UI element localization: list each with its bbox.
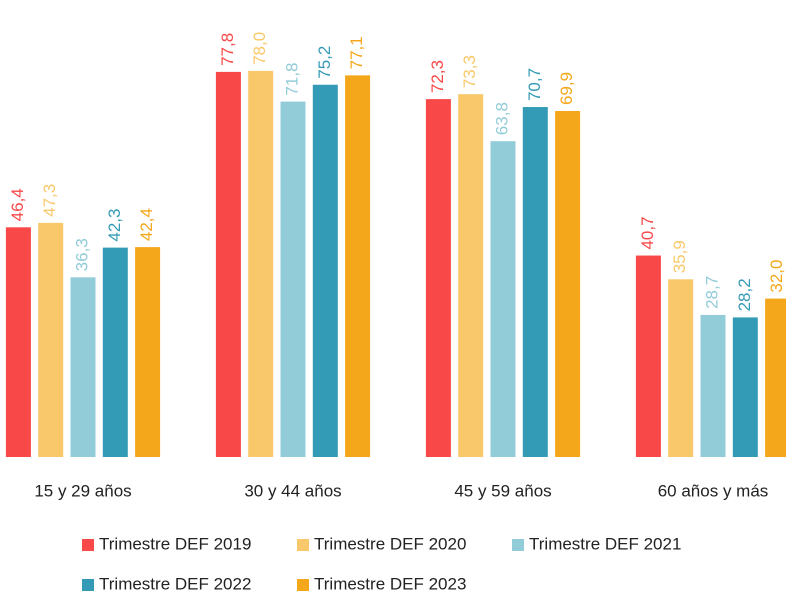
data-label: 69,9 — [557, 72, 576, 105]
legend-label: Trimestre DEF 2020 — [314, 534, 466, 553]
bar — [732, 317, 758, 457]
legend-label: Trimestre DEF 2023 — [314, 574, 466, 593]
x-tick-label: 60 años y más — [658, 481, 769, 500]
data-label: 77,1 — [347, 36, 366, 69]
legend-label: Trimestre DEF 2022 — [99, 574, 251, 593]
data-label: 36,3 — [72, 238, 91, 271]
bar — [635, 255, 661, 457]
data-label: 46,4 — [8, 188, 27, 221]
x-tick-label: 45 y 59 años — [454, 481, 551, 500]
data-label: 28,2 — [735, 278, 754, 311]
data-label: 70,7 — [525, 68, 544, 101]
data-label: 73,3 — [460, 55, 479, 88]
bar — [700, 314, 726, 457]
bar — [135, 247, 161, 457]
data-label: 32,0 — [767, 260, 786, 293]
bar — [668, 279, 694, 457]
bar — [765, 298, 786, 457]
legend-label: Trimestre DEF 2021 — [529, 534, 681, 553]
data-label: 35,9 — [670, 240, 689, 273]
bar — [458, 94, 484, 457]
bar — [522, 107, 548, 457]
bar — [555, 110, 581, 458]
data-label: 75,2 — [315, 46, 334, 79]
legend-swatch — [82, 579, 94, 591]
legend-swatch — [297, 539, 309, 551]
bar — [5, 227, 31, 457]
legend-swatch — [297, 579, 309, 591]
bar — [215, 71, 241, 457]
data-label: 71,8 — [282, 62, 301, 95]
bar — [425, 99, 451, 458]
legend-label: Trimestre DEF 2019 — [99, 534, 251, 553]
bar — [248, 70, 274, 458]
data-label: 77,8 — [218, 33, 237, 66]
bar — [70, 277, 96, 457]
bar — [38, 222, 64, 457]
data-label: 42,4 — [137, 208, 156, 241]
data-label: 72,3 — [428, 60, 447, 93]
bar — [280, 101, 306, 457]
data-label: 78,0 — [250, 32, 269, 65]
legend-swatch — [82, 539, 94, 551]
x-tick-label: 30 y 44 años — [244, 481, 341, 500]
bar — [345, 75, 371, 457]
x-tick-label: 15 y 29 años — [34, 481, 131, 500]
data-label: 40,7 — [638, 216, 657, 249]
bar — [490, 141, 516, 457]
data-label: 63,8 — [492, 102, 511, 135]
legend-swatch — [512, 539, 524, 551]
bar — [312, 84, 338, 457]
data-label: 28,7 — [702, 276, 721, 309]
data-label: 47,3 — [40, 184, 59, 217]
bar — [102, 247, 128, 457]
data-label: 42,3 — [105, 209, 124, 242]
